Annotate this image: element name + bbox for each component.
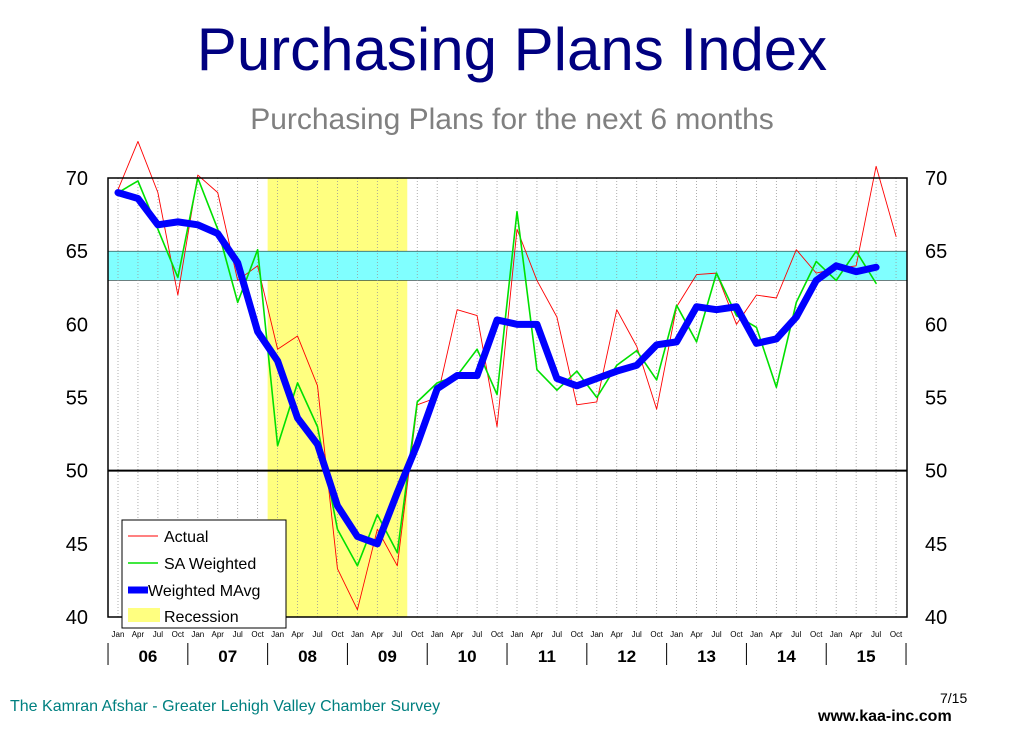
x-tick-quarter: Jan <box>351 630 364 639</box>
x-tick-quarter: Apr <box>371 630 384 639</box>
x-tick-quarter: Jul <box>711 630 721 639</box>
x-tick-quarter: Jan <box>830 630 843 639</box>
x-tick-quarter: Oct <box>571 630 584 639</box>
y-tick-right: 60 <box>925 314 947 336</box>
series-sa-weighted <box>117 177 877 567</box>
x-tick-year: 11 <box>538 647 556 666</box>
series-weighted-mavg <box>114 189 880 548</box>
y-tick-left: 45 <box>66 534 88 556</box>
x-tick-year: 14 <box>777 647 796 666</box>
y-tick-right: 65 <box>925 241 947 263</box>
x-tick-year: 12 <box>617 647 636 666</box>
legend-label: SA Weighted <box>164 556 256 573</box>
y-tick-right: 40 <box>925 607 947 629</box>
x-tick-year: 15 <box>857 647 876 666</box>
x-tick-quarter: Oct <box>411 630 424 639</box>
y-tick-left: 55 <box>66 388 88 410</box>
x-tick-year: 09 <box>378 647 397 666</box>
x-tick-quarter: Apr <box>291 630 304 639</box>
x-tick-year: 10 <box>458 647 477 666</box>
x-tick-quarter: Jul <box>871 630 881 639</box>
x-tick-quarter: Jan <box>590 630 603 639</box>
legend-label: Weighted MAvg <box>148 583 260 600</box>
y-tick-left: 40 <box>66 607 88 629</box>
x-tick-quarter: Jul <box>312 630 322 639</box>
plot-frame <box>107 177 908 618</box>
page-subtitle: Purchasing Plans for the next 6 months <box>250 103 774 136</box>
x-tick-quarter: Apr <box>132 630 145 639</box>
x-tick-quarter: Oct <box>251 630 264 639</box>
x-tick-quarter: Jul <box>791 630 801 639</box>
x-tick-quarter: Jan <box>112 630 125 639</box>
x-tick-quarter: Oct <box>172 630 185 639</box>
y-tick-left: 50 <box>66 461 88 483</box>
x-tick-quarter: Oct <box>331 630 344 639</box>
x-tick-quarter: Apr <box>850 630 863 639</box>
y-tick-right: 45 <box>925 534 947 556</box>
x-tick-quarter: Oct <box>810 630 823 639</box>
x-tick-quarter: Oct <box>650 630 663 639</box>
x-tick-quarter: Jul <box>632 630 642 639</box>
x-tick-quarter: Apr <box>611 630 624 639</box>
y-tick-right: 55 <box>925 388 947 410</box>
x-tick-quarter: Apr <box>212 630 225 639</box>
x-tick-quarter: Apr <box>451 630 464 639</box>
x-tick-quarter: Jan <box>750 630 763 639</box>
x-tick-quarter: Apr <box>770 630 783 639</box>
page-number: 7/15 <box>940 690 968 706</box>
x-tick-quarter: Jul <box>472 630 482 639</box>
x-tick-quarter: Jan <box>191 630 204 639</box>
x-tick-quarter: Oct <box>491 630 504 639</box>
y-tick-left: 60 <box>66 314 88 336</box>
legend-label: Recession <box>164 609 239 626</box>
x-tick-quarter: Jul <box>552 630 562 639</box>
x-tick-year: 08 <box>298 647 317 666</box>
legend-swatch-recession <box>128 608 160 622</box>
x-tick-quarter: Jan <box>670 630 683 639</box>
x-tick-quarter: Oct <box>890 630 903 639</box>
page-title: Purchasing Plans Index <box>196 16 828 83</box>
x-tick-year: 06 <box>138 647 157 666</box>
x-tick-quarter: Jan <box>511 630 524 639</box>
y-tick-left: 65 <box>66 241 88 263</box>
y-tick-left: 70 <box>66 168 88 190</box>
footer-website: www.kaa-inc.com <box>818 708 952 725</box>
x-tick-quarter: Apr <box>690 630 703 639</box>
x-tick-quarter: Apr <box>531 630 544 639</box>
x-tick-quarter: Jul <box>153 630 163 639</box>
y-tick-right: 70 <box>925 168 947 190</box>
y-tick-right: 50 <box>925 461 947 483</box>
series-actual <box>117 140 897 611</box>
x-tick-quarter: Jul <box>233 630 243 639</box>
x-tick-quarter: Jul <box>392 630 402 639</box>
x-tick-quarter: Jan <box>431 630 444 639</box>
x-tick-year: 07 <box>218 647 237 666</box>
x-tick-year: 13 <box>697 647 716 666</box>
legend-label: Actual <box>164 529 208 546</box>
x-tick-quarter: Oct <box>730 630 743 639</box>
x-tick-quarter: Jan <box>271 630 284 639</box>
footer-source: The Kamran Afshar - Greater Lehigh Valle… <box>10 698 441 715</box>
